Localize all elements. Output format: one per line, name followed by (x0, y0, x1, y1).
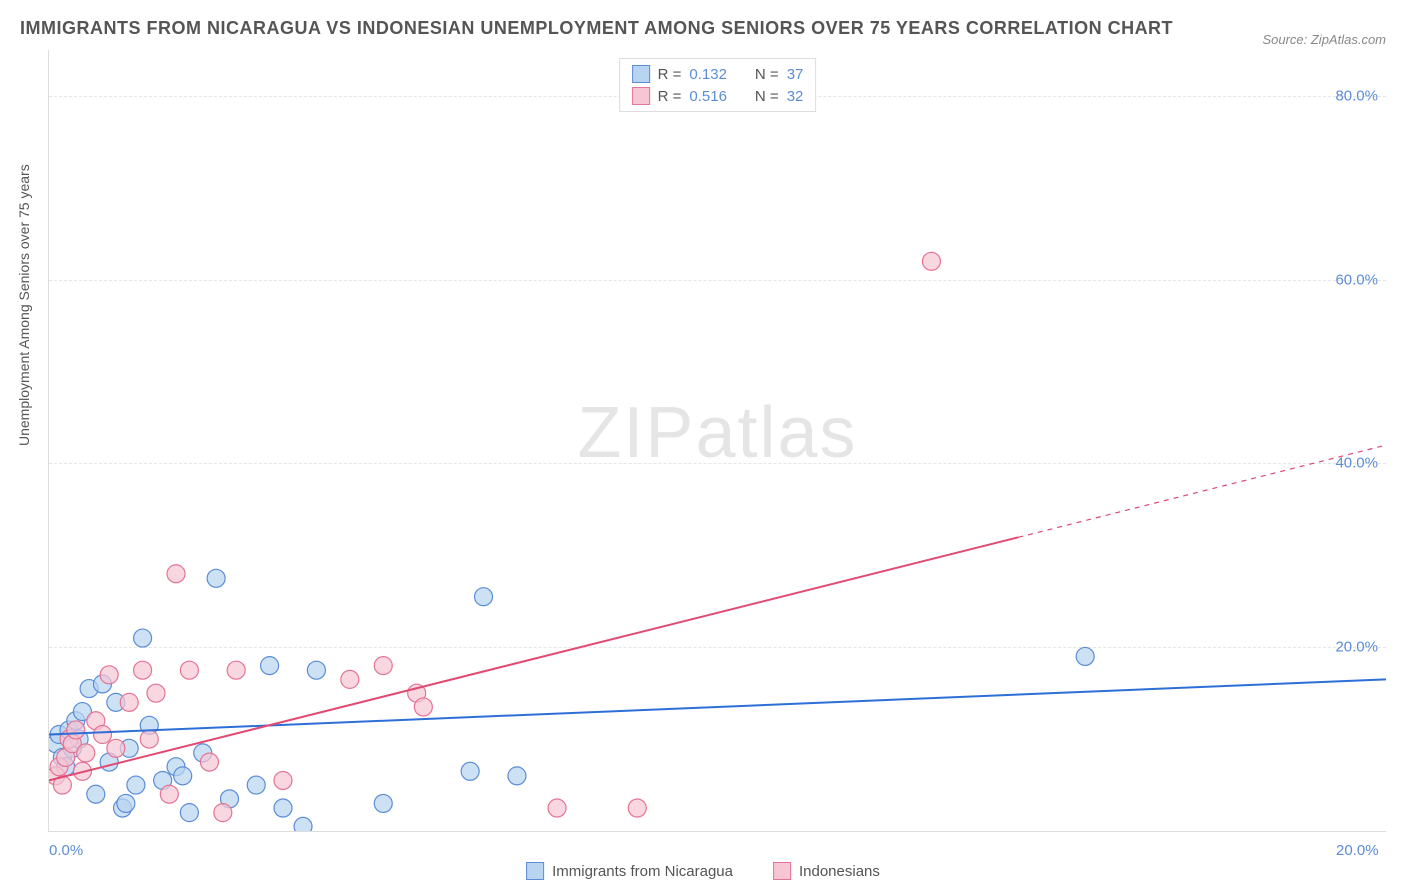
legend-label: Indonesians (799, 863, 880, 880)
scatter-point (127, 776, 145, 794)
x-tick-label: 0.0% (49, 842, 83, 859)
legend-stats: R = 0.132 N = 37 R = 0.516 N = 32 (619, 58, 817, 112)
stat-r-value: 0.132 (689, 66, 727, 83)
scatter-point (307, 661, 325, 679)
scatter-point (160, 785, 178, 803)
stat-r-label: R = (658, 66, 682, 83)
regression-line-dashed (1018, 445, 1386, 537)
chart-plot-area: ZIPatlas R = 0.132 N = 37 R = 0.516 N = … (48, 50, 1386, 832)
scatter-point (227, 661, 245, 679)
scatter-point (174, 767, 192, 785)
legend-item: Indonesians (773, 862, 880, 880)
scatter-point (117, 794, 135, 812)
stat-n-value: 32 (787, 88, 804, 105)
stat-n-label: N = (755, 88, 779, 105)
scatter-point (461, 762, 479, 780)
scatter-point (107, 739, 125, 757)
legend-swatch-icon (526, 862, 544, 880)
plot-svg (49, 50, 1386, 831)
chart-title: IMMIGRANTS FROM NICARAGUA VS INDONESIAN … (20, 18, 1173, 39)
regression-line (49, 537, 1018, 780)
legend-stats-row: R = 0.132 N = 37 (632, 63, 804, 85)
legend-bottom: Immigrants from Nicaragua Indonesians (526, 862, 880, 880)
scatter-point (140, 730, 158, 748)
stat-r-label: R = (658, 88, 682, 105)
stat-n-label: N = (755, 66, 779, 83)
scatter-point (77, 744, 95, 762)
scatter-point (628, 799, 646, 817)
scatter-point (207, 569, 225, 587)
legend-label: Immigrants from Nicaragua (552, 863, 733, 880)
scatter-point (374, 657, 392, 675)
scatter-point (341, 670, 359, 688)
scatter-point (167, 565, 185, 583)
scatter-point (100, 666, 118, 684)
scatter-point (374, 794, 392, 812)
scatter-point (1076, 647, 1094, 665)
scatter-point (120, 693, 138, 711)
scatter-point (134, 629, 152, 647)
scatter-point (180, 804, 198, 822)
source-attribution: Source: ZipAtlas.com (1262, 32, 1386, 47)
scatter-point (922, 252, 940, 270)
scatter-point (214, 804, 232, 822)
stat-n-value: 37 (787, 66, 804, 83)
legend-swatch-icon (773, 862, 791, 880)
scatter-point (87, 785, 105, 803)
scatter-point (261, 657, 279, 675)
scatter-point (93, 726, 111, 744)
scatter-point (180, 661, 198, 679)
scatter-point (200, 753, 218, 771)
x-tick-label: 20.0% (1336, 842, 1379, 859)
y-axis-label: Unemployment Among Seniors over 75 years (16, 164, 32, 446)
scatter-point (274, 799, 292, 817)
legend-stats-row: R = 0.516 N = 32 (632, 85, 804, 107)
legend-swatch-icon (632, 87, 650, 105)
scatter-point (508, 767, 526, 785)
legend-item: Immigrants from Nicaragua (526, 862, 733, 880)
stat-r-value: 0.516 (689, 88, 727, 105)
scatter-point (147, 684, 165, 702)
scatter-point (247, 776, 265, 794)
scatter-point (274, 771, 292, 789)
legend-swatch-icon (632, 65, 650, 83)
scatter-point (134, 661, 152, 679)
scatter-point (475, 588, 493, 606)
scatter-point (548, 799, 566, 817)
scatter-point (294, 817, 312, 831)
regression-line (49, 679, 1386, 734)
scatter-point (67, 721, 85, 739)
scatter-point (414, 698, 432, 716)
